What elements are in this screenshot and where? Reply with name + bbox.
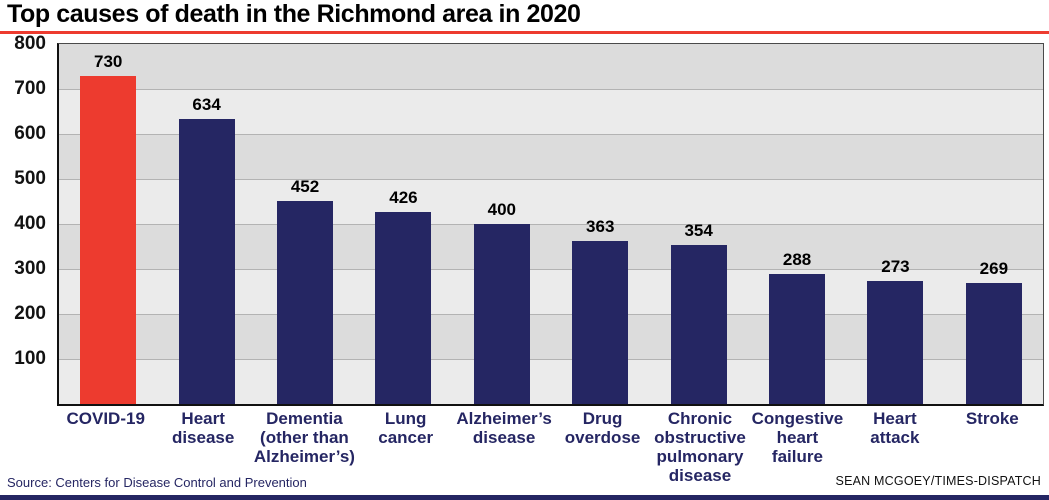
bar	[670, 244, 727, 404]
x-category-label: Lung cancer	[378, 409, 434, 448]
bar-value-label: 634	[192, 94, 221, 114]
y-tick-label: 200	[14, 303, 46, 324]
bar-cell: 730	[59, 44, 157, 404]
chart-title: Top causes of death in the Richmond area…	[7, 0, 581, 28]
plot-band	[59, 44, 1043, 89]
bar-value-label: 269	[979, 258, 1009, 278]
x-category-label: COVID-19	[66, 409, 145, 428]
bar-cell: 400	[453, 44, 551, 404]
bar-value-label: 288	[782, 250, 812, 270]
y-tick-label: 400	[14, 213, 46, 234]
title-accent-rule	[0, 31, 1049, 34]
y-tick-label: 300	[14, 258, 46, 279]
bar-cell: 634	[157, 44, 255, 404]
bar-cell: 273	[846, 44, 944, 404]
x-category-label: Alzheimer’s disease	[456, 409, 552, 448]
bar	[473, 224, 530, 404]
gridline	[59, 314, 1043, 315]
gridline	[59, 359, 1043, 360]
source-note: Source: Centers for Disease Control and …	[7, 475, 307, 490]
y-tick-label: 500	[14, 168, 46, 189]
x-category-label: Drug overdose	[564, 409, 641, 448]
y-tick-label: 800	[14, 33, 46, 54]
y-axis: 800 700 600 500 400 300 200 100	[0, 33, 50, 403]
gridline	[59, 224, 1043, 225]
bars: 730 634 452 426 400 363 354 288 273 269	[59, 44, 1043, 404]
plot-area: 730 634 452 426 400 363 354 288 273 269	[57, 43, 1044, 406]
x-category-label: Dementia (other than Alzheimer’s)	[253, 409, 355, 467]
bottom-rule	[0, 495, 1049, 500]
x-category-label: Chronic obstructive pulmonary disease	[654, 409, 746, 486]
credit-note: SEAN MCGOEY/TIMES-DISPATCH	[835, 474, 1041, 488]
bar-cell: 354	[649, 44, 747, 404]
x-category-label: Stroke	[965, 409, 1019, 428]
x-category-label: Heart attack	[870, 409, 920, 448]
bar-value-label: 273	[881, 257, 910, 277]
bar-cell: 288	[748, 44, 846, 404]
bar	[277, 200, 334, 404]
x-axis-labels: COVID-19 Heart disease Dementia (other tha…	[57, 409, 1041, 485]
bar-value-label: 730	[94, 51, 123, 71]
bar	[572, 240, 629, 404]
gridline	[59, 89, 1043, 90]
bar-value-label: 400	[487, 200, 517, 219]
bar-value-label: 363	[586, 216, 615, 236]
bar-value-label: 354	[684, 220, 713, 240]
bar-cell: 452	[256, 44, 354, 404]
gridline	[59, 269, 1043, 270]
bar-cell: 269	[945, 44, 1043, 404]
gridline	[59, 134, 1043, 135]
bar-value-label: 426	[389, 188, 418, 208]
x-category-label: Heart disease	[171, 409, 235, 448]
bar	[867, 281, 924, 404]
bar	[178, 118, 235, 404]
gridline	[59, 179, 1043, 180]
bar	[965, 282, 1022, 404]
bar-value-label: 452	[290, 176, 320, 196]
bar	[375, 212, 432, 404]
bar	[769, 274, 826, 404]
bar-cell: 426	[354, 44, 452, 404]
bar-cell: 363	[551, 44, 649, 404]
y-tick-label: 600	[14, 123, 46, 144]
gridlines	[59, 44, 1043, 404]
y-tick-label: 100	[14, 348, 46, 369]
bar	[80, 75, 137, 404]
y-tick-label: 700	[14, 78, 46, 99]
x-category-label: Congestive heart failure	[751, 409, 844, 467]
